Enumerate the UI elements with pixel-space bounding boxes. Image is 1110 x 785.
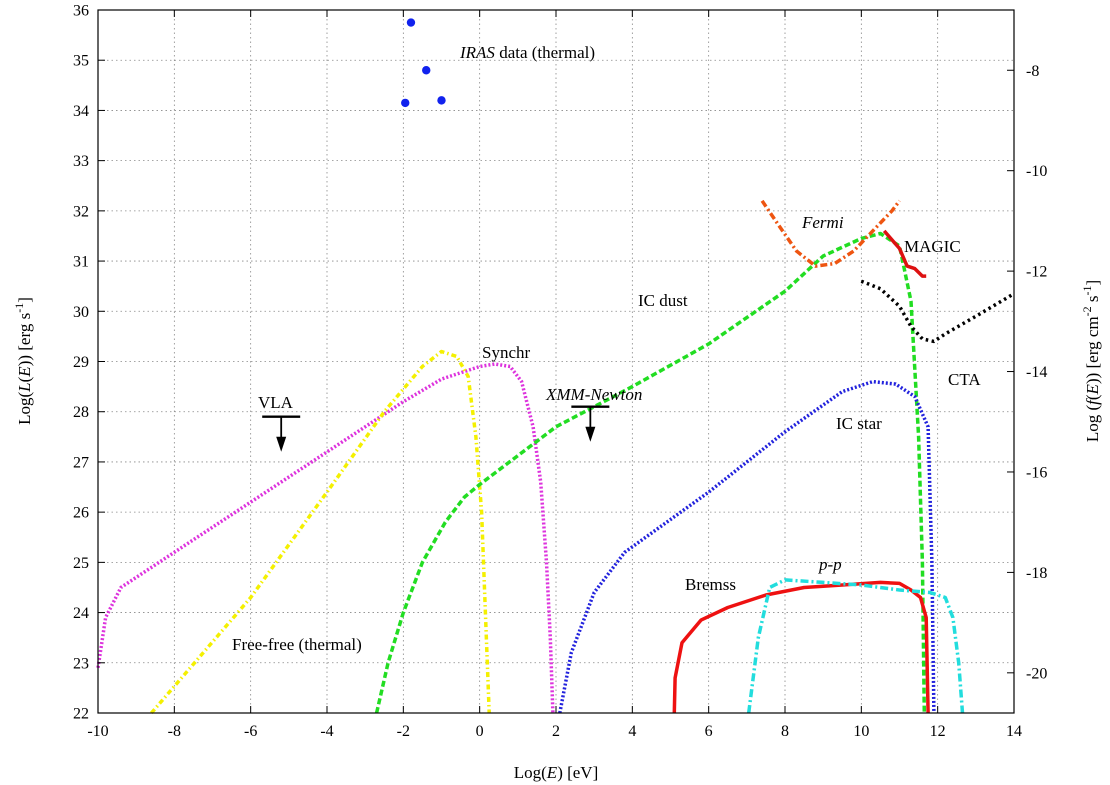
x-tick-label: -8 (168, 723, 181, 740)
iras-points (401, 18, 446, 107)
x-axis-title: Log(E) [eV] (514, 763, 599, 782)
x-tick-label: 6 (705, 723, 713, 740)
y-tick-label: 33 (73, 153, 89, 170)
y-tick-label: 28 (73, 404, 89, 421)
x-tick-label: -6 (244, 723, 257, 740)
x-tick-label: -10 (87, 723, 108, 740)
iras-data-point (401, 99, 409, 107)
y2-axis-title: Log (f(E)) [erg cm-2 s-1] (1080, 280, 1102, 442)
y2-tick-label: -8 (1026, 63, 1039, 80)
xmm-label: XMM-Newton (545, 385, 642, 404)
series-synchr-line (98, 364, 553, 713)
x-tick-label: -2 (397, 723, 410, 740)
series-bremss-line (674, 582, 928, 713)
iras-data-point (437, 96, 445, 104)
y-tick-label: 29 (73, 354, 89, 371)
y-tick-label: 30 (73, 304, 89, 321)
y-tick-label: 27 (73, 454, 89, 471)
y2-tick-label: -14 (1026, 364, 1047, 381)
x-tick-label: 10 (853, 723, 869, 740)
x-tick-label: -4 (320, 723, 333, 740)
x-tick-label: 8 (781, 723, 789, 740)
upper-limits (262, 407, 609, 452)
synchr-label: Synchr (482, 343, 531, 362)
y-tick-label: 25 (73, 555, 89, 572)
series-p-p-line (749, 580, 963, 713)
bremss-label: Bremss (685, 575, 736, 594)
ic-dust-label: IC dust (638, 291, 688, 310)
magic-label: MAGIC (904, 237, 961, 256)
iras-data-point (407, 18, 415, 26)
axis-ticks: -10 -8 -6 -4 -2 0 2 4 6 8 10 12 14222324252627282930… (73, 3, 1047, 741)
x-tick-label: 0 (476, 723, 484, 740)
x-tick-label: 14 (1006, 723, 1022, 740)
x-tick-label: 12 (930, 723, 946, 740)
grid (98, 10, 1014, 713)
y-tick-label: 31 (73, 254, 89, 271)
y-tick-label: 35 (73, 53, 89, 70)
iras-label: IRAS data (thermal) (459, 43, 595, 62)
upper-limit-vla (262, 417, 300, 452)
x-tick-label: 4 (628, 723, 636, 740)
y-tick-label: 23 (73, 655, 89, 672)
y-tick-label: 24 (73, 605, 89, 622)
y-tick-label: 22 (73, 706, 89, 723)
iras-data-point (422, 66, 430, 74)
cta-label: CTA (948, 370, 981, 389)
fermi-label: Fermi (801, 213, 844, 232)
y2-tick-label: -12 (1026, 264, 1047, 281)
y-axis-title: Log(L(E)) [erg s-1] (12, 297, 34, 425)
upper-limit-xmm-newton (571, 407, 609, 442)
y-tick-label: 32 (73, 203, 89, 220)
y2-tick-label: -20 (1026, 665, 1047, 682)
y-tick-label: 36 (73, 3, 89, 20)
y2-tick-label: -10 (1026, 163, 1047, 180)
y-tick-label: 34 (73, 103, 89, 120)
y2-tick-label: -16 (1026, 464, 1047, 481)
vla-label: VLA (258, 393, 294, 412)
y2-tick-label: -18 (1026, 565, 1047, 582)
pp-label: p-p (818, 555, 842, 574)
y-tick-label: 26 (73, 505, 89, 522)
x-tick-label: 2 (552, 723, 560, 740)
ic-star-label: IC star (836, 414, 882, 433)
free-free-label: Free-free (thermal) (232, 635, 362, 654)
